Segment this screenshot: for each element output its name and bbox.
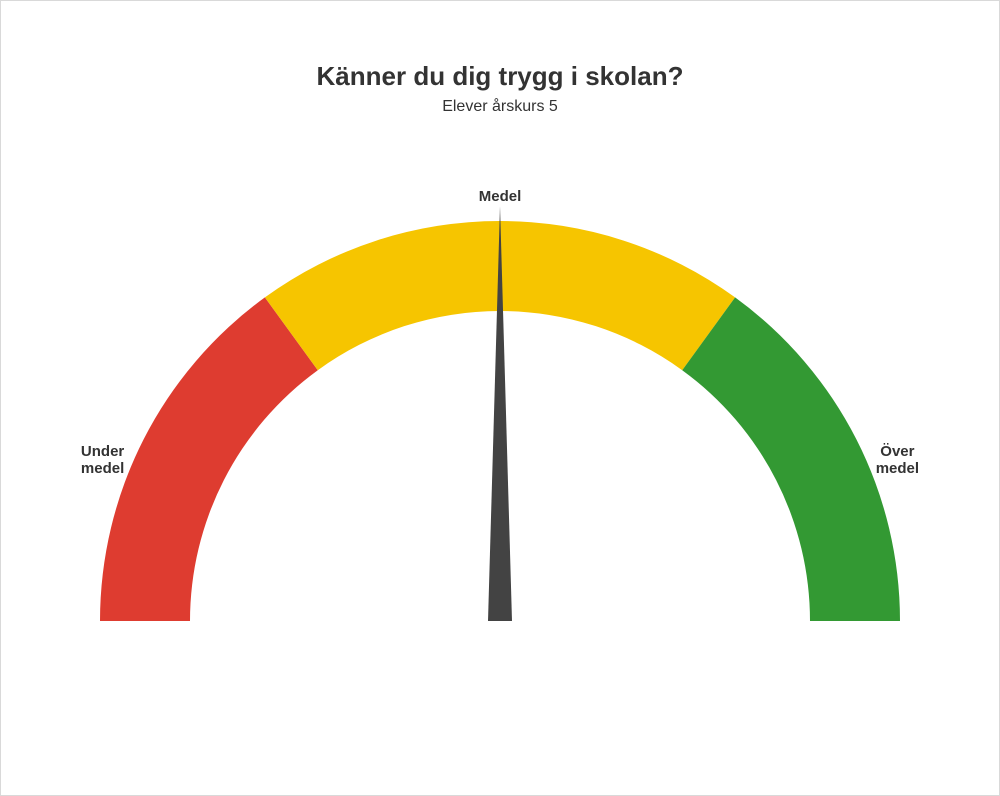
gauge-container: Medel Undermedel Övermedel: [1, 151, 999, 731]
gauge-label-left: Undermedel: [81, 443, 125, 477]
chart-title: Känner du dig trygg i skolan?: [1, 61, 999, 92]
gauge-label-right: Övermedel: [876, 443, 919, 477]
gauge-segment-0: [100, 297, 318, 621]
gauge-label-top: Medel: [479, 188, 522, 205]
chart-frame: Känner du dig trygg i skolan? Elever års…: [0, 0, 1000, 796]
gauge-chart: Medel Undermedel Övermedel: [40, 151, 960, 731]
chart-subtitle: Elever årskurs 5: [1, 98, 999, 116]
gauge-segment-2: [682, 297, 900, 621]
chart-header: Känner du dig trygg i skolan? Elever års…: [1, 61, 999, 116]
